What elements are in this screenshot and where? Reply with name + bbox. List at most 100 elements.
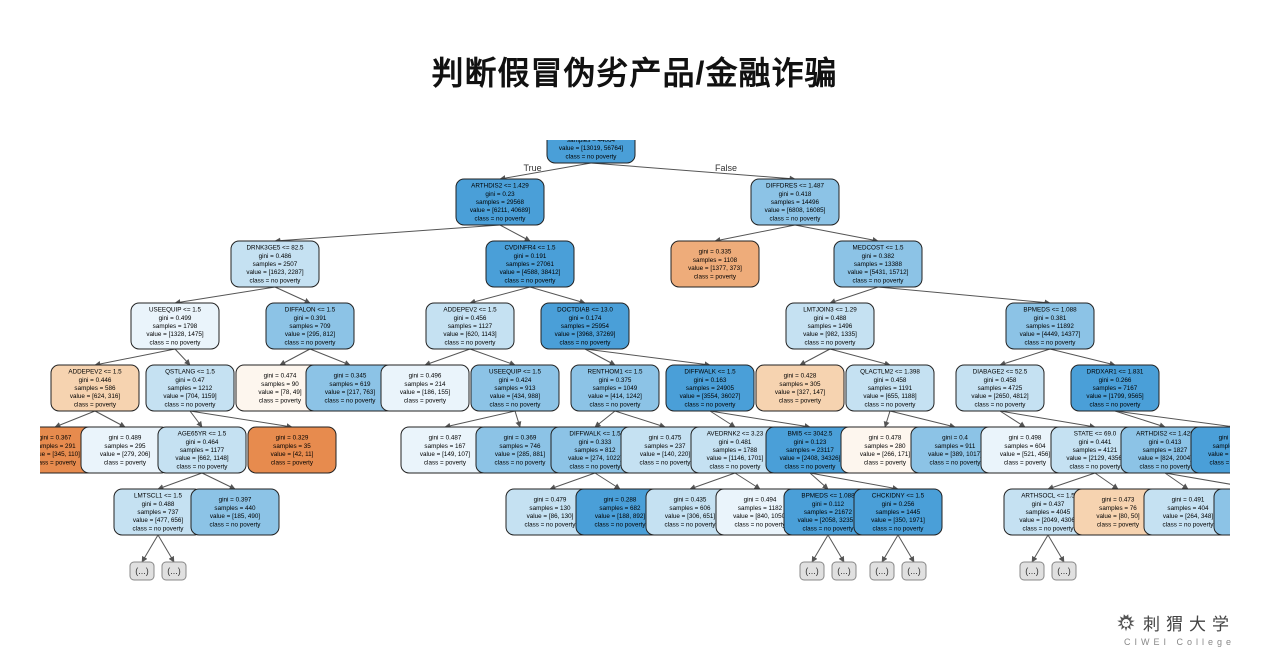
tree-node: gini = 0.202samples = 5340value = [975, … [1191, 427, 1230, 473]
node-line: STATE <= 69.0 [1074, 431, 1117, 438]
node-line: class = no poverty [133, 525, 185, 532]
node-line: CVDINFR4 <= 1.5 [504, 245, 556, 252]
node-line: samples = 291 [40, 443, 76, 450]
node-line: value = [217, 763] [325, 389, 375, 396]
hedgehog-icon [1115, 612, 1137, 634]
node-line: class = no poverty [595, 521, 647, 528]
tree-edge [275, 225, 500, 241]
tree-node: LMTSCL1 <= 1.5gini = 0.488samples = 737v… [114, 489, 202, 535]
node-line: class = no poverty [665, 521, 717, 528]
node-line: samples = 280 [864, 443, 906, 450]
node-line: class = no poverty [445, 339, 497, 346]
node-line: samples = 737 [137, 509, 179, 516]
node-line: samples = 1798 [153, 323, 198, 330]
tree-edge [1050, 349, 1115, 365]
node-line: value = [149, 107] [420, 451, 470, 458]
node-line: value = [521, 456] [1000, 451, 1050, 458]
node-line: BMI5 <= 3042.5 [788, 431, 833, 438]
node-line: class = no poverty [475, 215, 527, 222]
node-line: DIFFALON <= 1.5 [285, 307, 336, 314]
node-line: samples = 23117 [786, 447, 834, 454]
node-line: value = [80, 50] [1096, 513, 1139, 520]
node-line: samples = 682 [599, 505, 641, 512]
tree-node: gini = 0.397samples = 440value = [185, 4… [191, 489, 279, 535]
tree-node: USEEQUIP <= 1.5gini = 0.499samples = 179… [131, 303, 219, 349]
page-title: 判断假冒伪劣产品/金融诈骗 [0, 48, 1269, 94]
tree-node: gini = 0.428samples = 305value = [327, 1… [756, 365, 844, 411]
node-line: gini = 0.458 [984, 377, 1017, 384]
node-line: gini = 0.489 [109, 435, 142, 442]
node-line: value = [279, 206] [100, 451, 150, 458]
node-line: BPMEDS <= 1.088 [801, 493, 855, 500]
tree-edge [885, 411, 890, 427]
node-line: samples = 1182 [738, 505, 783, 512]
node-line: samples = 812 [574, 447, 616, 454]
node-line: value = [78, 49] [258, 389, 301, 396]
node-line: samples = 4121 [1073, 447, 1118, 454]
node-line: value = [140, 220] [640, 451, 690, 458]
node-line: value = [86, 130] [527, 513, 574, 520]
node-line: samples = 27061 [506, 261, 555, 268]
tree-node: CHCKIDNY <= 1.5gini = 0.256samples = 144… [854, 489, 942, 535]
node-line: gini = 0.382 [862, 253, 895, 260]
tree-node: USEEQUIP <= 1.5gini = 0.424samples = 913… [471, 365, 559, 411]
node-line: gini = 0.496 [409, 373, 442, 380]
node-line: class = no poverty [1163, 521, 1215, 528]
node-line: samples = 1496 [808, 323, 853, 330]
node-line: samples = 13388 [854, 261, 903, 268]
node-line: value = [3554, 36027] [680, 393, 741, 400]
node-line: class = no poverty [710, 463, 762, 470]
node-line: ADDEPEV2 <= 1.5 [68, 369, 122, 376]
tree-edge [530, 287, 585, 303]
node-line: class = no poverty [210, 521, 262, 528]
tree-edge [890, 411, 955, 427]
node-line: gini = 0.288 [604, 497, 637, 504]
node-line: value = [620, 1143] [443, 331, 497, 338]
node-line: samples = 24905 [686, 385, 735, 392]
node-line: class = no poverty [1070, 463, 1122, 470]
node-line: value = [350, 1971] [871, 517, 925, 524]
node-line: DIFFDRES <= 1.487 [766, 183, 825, 190]
node-line: class = no poverty [566, 153, 618, 160]
node-line: samples = 90 [261, 381, 299, 388]
node-line: class = no poverty [560, 339, 612, 346]
node-line: value = [327, 147] [775, 389, 825, 396]
node-line: samples = 11892 [1026, 323, 1074, 330]
node-line: class = no poverty [640, 459, 692, 466]
tree-node: RENTHOM1 <= 1.5gini = 0.375samples = 104… [571, 365, 659, 411]
tree-node: TOTINDA <= 1.5gini = 0.303samples = 4406… [547, 140, 635, 163]
node-line: gini = 0.473 [1102, 497, 1135, 504]
node-line: gini = 0.481 [719, 439, 752, 446]
tree-edge [1115, 411, 1165, 427]
node-line: class = no poverty [1023, 525, 1075, 532]
node-line: samples = 1049 [593, 385, 638, 392]
node-line: class = no poverty [285, 339, 337, 346]
node-line: samples = 619 [329, 381, 371, 388]
node-line: gini = 0.424 [499, 377, 532, 384]
node-line: samples = 913 [494, 385, 536, 392]
tree-edge [1095, 473, 1118, 489]
node-line: DRNK3GE5 <= 82.5 [246, 245, 304, 252]
node-line: gini = 0.329 [276, 435, 309, 442]
node-line: class = no poverty [805, 339, 857, 346]
node-line: gini = 0.367 [40, 435, 72, 442]
node-line: samples = 1127 [448, 323, 493, 330]
node-line: value = [1328, 1475] [146, 331, 203, 338]
tree-node: ARTHDIS2 <= 1.429gini = 0.23samples = 29… [456, 179, 544, 225]
node-line: samples = 709 [289, 323, 331, 330]
node-line: gini = 0.369 [504, 435, 537, 442]
ellipsis-text: (...) [167, 566, 181, 576]
node-line: samples = 440 [214, 505, 256, 512]
node-line: value = [188, 892] [595, 513, 645, 520]
node-line: gini = 0.488 [142, 501, 175, 508]
node-line: gini = 0.397 [219, 497, 252, 504]
tree-edge [175, 349, 190, 365]
tree-edge [715, 225, 795, 241]
node-line: gini = 0.47 [175, 377, 205, 384]
tree-edge [830, 287, 878, 303]
node-line: value = [306, 651] [665, 513, 715, 520]
node-line: value = [655, 1188] [863, 393, 917, 400]
tree-node: DIFFDRES <= 1.487gini = 0.418samples = 1… [751, 179, 839, 225]
node-line: class = poverty [694, 273, 737, 280]
node-line: AVEDRNK2 <= 3.23 [707, 431, 764, 438]
